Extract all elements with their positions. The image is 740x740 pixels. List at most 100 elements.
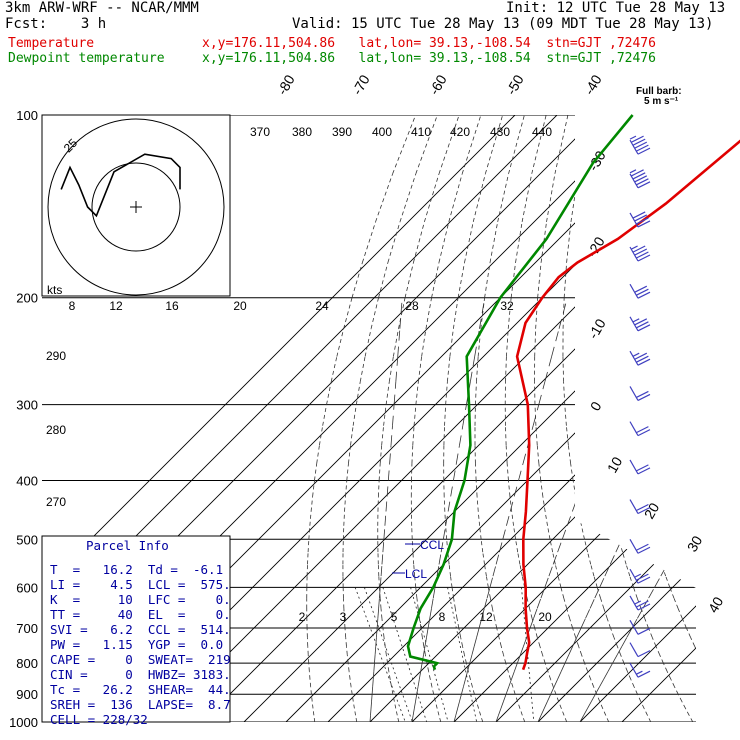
dry-adiabat — [603, 608, 608, 619]
dry-adiabat — [640, 701, 645, 709]
dry-adiabat — [714, 405, 719, 426]
isotherm-label: -60 — [426, 72, 450, 98]
dry-adiabat — [392, 694, 395, 702]
dry-adiabat — [650, 381, 655, 405]
wind-barb-flag — [636, 543, 649, 551]
dry-adiabat — [590, 564, 595, 577]
dry-adiabat — [346, 463, 349, 481]
moist-adiabat — [498, 708, 502, 716]
dry-adiabat — [690, 637, 695, 647]
dry-adiabat — [600, 597, 605, 609]
isobar-label: 200 — [16, 291, 38, 306]
dry-adiabat — [482, 552, 485, 565]
dry-adiabat — [536, 445, 540, 464]
dry-adiabat — [474, 694, 477, 702]
full-barb-label: Full barb: — [636, 86, 682, 97]
moist-adiabat — [654, 575, 662, 588]
dry-adiabat — [308, 663, 310, 672]
moist-adiabat — [417, 679, 420, 687]
moist-adiabat — [469, 654, 473, 664]
dry-adiabat — [457, 262, 465, 298]
dry-adiabat — [668, 173, 672, 222]
wind-barb — [629, 283, 639, 299]
dry-adiabat — [396, 715, 400, 722]
dry-adiabat — [391, 686, 394, 695]
dry-adiabat — [615, 525, 620, 540]
dry-adiabat — [572, 480, 577, 497]
wind-barb-flag — [637, 576, 651, 584]
full-barb-units: 5 m s⁻¹ — [644, 96, 679, 107]
dry-adiabat — [379, 445, 383, 464]
dry-adiabat — [668, 262, 671, 298]
wind-barb-half-flag — [631, 245, 638, 250]
dry-adiabat — [704, 357, 709, 382]
wind-barb — [629, 173, 639, 189]
moist-adiabat — [489, 576, 494, 588]
dry-adiabat — [389, 679, 392, 687]
moist-adiabat — [666, 551, 675, 565]
dry-adiabat — [431, 686, 435, 695]
dry-adiabat — [590, 262, 593, 298]
moist-adiabat — [583, 708, 588, 716]
moist-adiabat — [519, 646, 524, 655]
moist-adiabat — [673, 539, 682, 553]
dry-adiabat — [590, 356, 594, 382]
dry-adiabat — [364, 328, 372, 357]
dry-adiabat — [554, 115, 569, 174]
moist-adiabat — [372, 671, 375, 680]
dry-adiabat — [563, 381, 566, 405]
moist-adiabat — [540, 587, 546, 599]
dry-adiabat — [606, 618, 611, 629]
dry-adiabat — [322, 404, 327, 426]
dry-adiabat — [475, 480, 478, 497]
moist-adiabat — [372, 679, 374, 687]
temperature-station-info: x,y=176.11,504.86 lat,lon= 39.13,-108.54… — [202, 36, 656, 51]
dry-adiabat — [619, 173, 625, 222]
parcel-row: SVI = 6.2 CCL = 514. — [50, 622, 231, 637]
dry-adiabat — [552, 552, 556, 565]
wind-barb-half-flag — [629, 169, 637, 174]
theta-label: 400 — [372, 125, 392, 139]
moist-adiabat — [615, 539, 623, 553]
moist-adiabat — [380, 564, 383, 577]
dry-adiabat — [584, 539, 588, 553]
moist-adiabat — [495, 715, 499, 722]
dry-adiabat — [673, 597, 679, 609]
wind-barb-flag — [636, 288, 649, 296]
isotherm-line — [579, 115, 696, 722]
dry-adiabat — [517, 552, 521, 565]
dry-adiabat — [540, 480, 544, 497]
dry-adiabat — [415, 115, 438, 174]
moist-adiabat — [599, 678, 605, 687]
dry-adiabat — [685, 708, 690, 716]
moist-adiabat — [389, 445, 392, 464]
dry-adiabat — [508, 115, 525, 174]
hodograph-trace — [60, 153, 181, 218]
parcel-info-box: Parcel Info T = 16.2 Td = -6.1 LI = 4.5 … — [42, 536, 231, 727]
wind-barb-flag — [634, 141, 648, 149]
dry-adiabat — [643, 708, 648, 716]
moist-adiabat — [572, 637, 578, 647]
wind-barb-half-flag — [629, 135, 637, 140]
moist-adiabat — [697, 496, 705, 511]
hodograph-units-label: kts — [47, 283, 62, 297]
dry-adiabat — [355, 381, 361, 405]
dry-adiabat — [343, 297, 353, 329]
moist-adiabat — [550, 686, 555, 695]
dry-adiabat — [622, 552, 627, 565]
theta-label: 370 — [250, 125, 270, 139]
hodograph-scale-label: 32 — [500, 299, 514, 313]
dry-adiabat — [626, 425, 631, 446]
dry-adiabat — [312, 708, 315, 716]
dry-adiabat — [452, 297, 459, 329]
dry-adiabat — [563, 262, 568, 298]
dry-adiabat — [625, 564, 631, 577]
dry-adiabat — [344, 496, 346, 512]
moist-adiabat — [547, 694, 552, 702]
moist-adiabat — [568, 645, 574, 655]
dry-adiabat — [388, 671, 391, 680]
wind-barb-flag — [636, 217, 649, 225]
dry-adiabat — [415, 587, 418, 599]
dry-adiabat — [411, 445, 414, 464]
init-time: Init: 12 UTC Tue 28 May 13 — [506, 0, 726, 16]
